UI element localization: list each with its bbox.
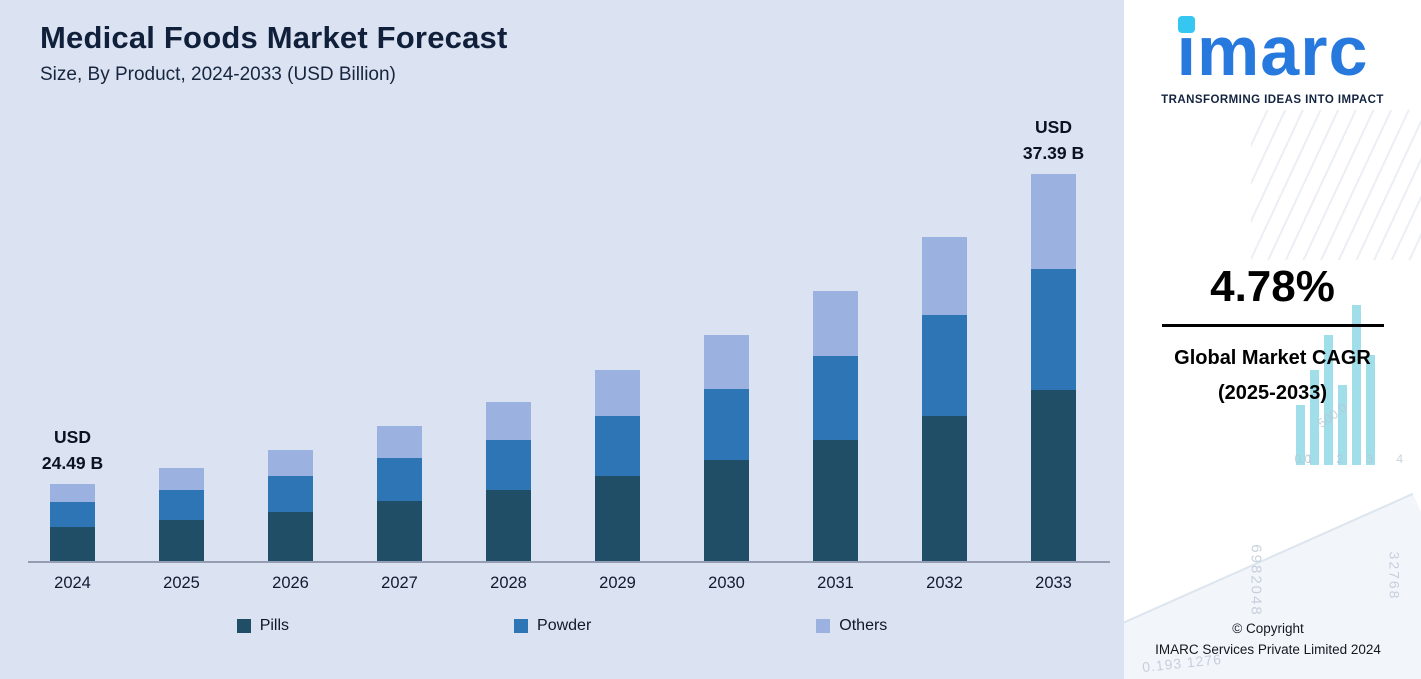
x-axis-label-2032: 2032: [926, 574, 963, 592]
chart-subtitle: Size, By Product, 2024-2033 (USD Billion…: [40, 64, 396, 85]
cagr-value: 4.78%: [1210, 262, 1335, 311]
bar-segment-powder-2027: [377, 458, 422, 501]
bar-column-2032: [922, 237, 967, 562]
decorative-mini-bar-chart: [1296, 280, 1375, 465]
cagr-label-line2: (2025-2033): [1218, 382, 1327, 404]
cagr-block: 4.78% Global Market CAGR (2025-2033): [1124, 262, 1421, 411]
x-axis-labels: 2024 2025 2026 2027 2028 2029 2030 2031 2032 2033: [50, 574, 1124, 593]
bar-segment-pills-2031: [813, 440, 858, 562]
x-axis-label-2028: 2028: [490, 574, 527, 592]
imarc-logo-dot-icon: [1177, 16, 1195, 33]
legend-item-others: Others: [816, 617, 887, 635]
bar-segment-others-2026: [268, 450, 313, 476]
bar-column-2028: [486, 402, 531, 562]
x-axis-label-2024: 2024: [54, 574, 91, 592]
chart-title: Medical Foods Market Forecast: [40, 20, 508, 55]
decorative-number: 6982048: [1247, 544, 1265, 617]
bar-segment-others-2027: [377, 426, 422, 458]
legend-label-powder: Powder: [537, 617, 592, 634]
bar-column-2025: [159, 468, 204, 562]
bar-segment-powder-2026: [268, 476, 313, 512]
legend-label-others: Others: [839, 617, 888, 634]
bar-column-2031: [813, 291, 858, 562]
x-axis-baseline: [28, 561, 1110, 563]
bar-segment-others-2025: [159, 468, 204, 490]
bars-container: USD 24.49 B USD 37.39 B: [42, 110, 1084, 562]
x-axis-label-2027: 2027: [381, 574, 418, 592]
chart-panel: Medical Foods Market Forecast Size, By P…: [0, 0, 1124, 679]
x-axis-label-2026: 2026: [272, 574, 309, 592]
info-panel: 6982048 0.193 1276 500.0 0.0 1 2 3 4 327…: [1124, 0, 1421, 679]
decorative-number: 0.0: [1294, 452, 1311, 466]
bar-segment-pills-2025: [159, 520, 204, 562]
bar-segment-powder-2024: [50, 502, 95, 527]
bar-segment-powder-2031: [813, 356, 858, 440]
bar-total-label-2024: USD 24.49 B: [41, 427, 104, 473]
bar-segment-powder-2030: [704, 389, 749, 460]
bar-column-2027: [377, 426, 422, 562]
bar-column-2026: [268, 450, 313, 562]
legend-label-pills: Pills: [259, 617, 290, 634]
legend-swatch-others: [816, 619, 831, 633]
cagr-label-line1: Global Market CAGR: [1174, 347, 1371, 369]
copyright-line1: © Copyright: [1232, 621, 1304, 637]
bar-column-2029: [595, 370, 640, 562]
bar-total-label-2033: USD 37.39 B: [1022, 117, 1085, 163]
decorative-sketch-lines: [1251, 110, 1421, 260]
bar-segment-powder-2025: [159, 490, 204, 520]
stacked-bar-chart: USD 24.49 B USD 37.39 B: [28, 110, 1110, 563]
bar-segment-others-2030: [704, 335, 749, 389]
brand-tagline: TRANSFORMING IDEAS INTO IMPACT: [1161, 94, 1384, 106]
bar-segment-others-2029: [595, 370, 640, 416]
bar-segment-pills-2029: [595, 476, 640, 562]
x-axis-label-2025: 2025: [163, 574, 200, 592]
bar-segment-powder-2029: [595, 416, 640, 476]
bar-column-2030: [704, 335, 749, 562]
bar-segment-powder-2032: [922, 315, 967, 416]
legend-item-powder: Powder: [514, 617, 591, 635]
legend-swatch-pills: [236, 619, 251, 633]
x-axis-label-2031: 2031: [817, 574, 854, 592]
bar-segment-pills-2033: [1031, 390, 1076, 562]
bar-segment-pills-2030: [704, 460, 749, 562]
bar-column-2024: USD 24.49 B: [42, 427, 103, 562]
cagr-label: Global Market CAGR (2025-2033): [1124, 341, 1421, 411]
bar-segment-pills-2027: [377, 501, 422, 562]
x-axis-label-2029: 2029: [599, 574, 636, 592]
cagr-divider: [1161, 324, 1384, 327]
imarc-logo-text: imarc: [1176, 12, 1369, 90]
decorative-number: 32768: [1386, 551, 1403, 601]
bar-segment-others-2031: [813, 291, 858, 356]
copyright-line2: IMARC Services Private Limited 2024: [1155, 642, 1381, 658]
bar-segment-others-2033: [1031, 174, 1076, 269]
bar-column-2033: USD 37.39 B: [1023, 117, 1084, 562]
bar-segment-powder-2028: [486, 440, 531, 490]
bar-segment-others-2032: [922, 237, 967, 315]
chart-legend: Pills Powder Others: [0, 617, 1124, 635]
bar-segment-powder-2033: [1031, 269, 1076, 390]
x-axis-label-2033: 2033: [1035, 574, 1072, 592]
x-axis-label-2030: 2030: [708, 574, 745, 592]
legend-item-pills: Pills: [236, 617, 290, 635]
bar-segment-others-2028: [486, 402, 531, 440]
bar-segment-pills-2028: [486, 490, 531, 562]
decorative-axis-ticks: 1 2 3 4: [1306, 452, 1413, 466]
bar-segment-others-2024: [50, 484, 95, 502]
bar-segment-pills-2026: [268, 512, 313, 562]
copyright: © Copyright IMARC Services Private Limit…: [1124, 619, 1413, 661]
imarc-logo: imarc: [1177, 16, 1369, 86]
bar-segment-pills-2024: [50, 527, 95, 562]
legend-swatch-powder: [514, 619, 529, 633]
bar-segment-pills-2032: [922, 416, 967, 562]
